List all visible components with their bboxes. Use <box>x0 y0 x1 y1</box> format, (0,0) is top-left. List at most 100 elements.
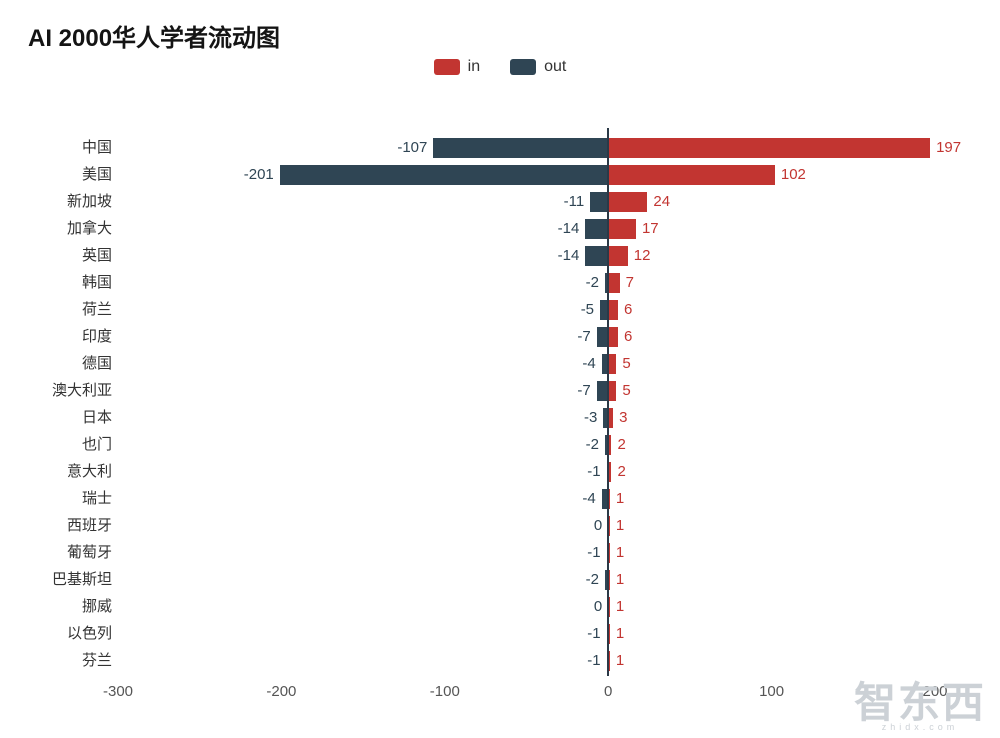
in-bar[interactable] <box>608 300 618 320</box>
out-value-label: -2 <box>585 436 599 453</box>
category-label: 德国 <box>81 355 112 372</box>
out-value-label: -1 <box>587 625 601 642</box>
page-title: AI 2000华人学者流动图 <box>28 25 281 52</box>
category-label: 葡萄牙 <box>66 544 112 561</box>
legend-item-in[interactable]: in <box>433 58 480 76</box>
in-value-label: 197 <box>936 139 962 156</box>
in-value-label: 7 <box>625 274 634 291</box>
category-label: 韩国 <box>81 274 112 291</box>
category-label: 新加坡 <box>66 193 112 210</box>
out-bar[interactable] <box>604 273 609 293</box>
out-value-label: -14 <box>557 247 580 264</box>
out-value-label: -4 <box>582 490 596 507</box>
category-label: 中国 <box>81 139 112 156</box>
in-value-label: 3 <box>619 409 628 426</box>
in-bar[interactable] <box>608 435 612 455</box>
x-axis-tick-label: -200 <box>266 683 297 700</box>
out-bar[interactable] <box>596 327 609 347</box>
out-value-label: -14 <box>557 220 580 237</box>
out-bar[interactable] <box>604 435 609 455</box>
out-value-label: -7 <box>577 328 591 345</box>
in-value-label: 1 <box>615 517 625 534</box>
in-value-label: 17 <box>641 220 659 237</box>
category-label: 瑞士 <box>81 490 112 507</box>
legend: in out <box>0 58 1000 76</box>
zero-axis-line <box>607 128 610 676</box>
out-value-label: -4 <box>582 355 596 372</box>
out-value-label: 0 <box>593 517 603 534</box>
x-axis-tick-label: -300 <box>102 683 134 700</box>
legend-swatch-in-icon <box>433 59 460 75</box>
category-label: 美国 <box>81 166 112 183</box>
in-value-label: 2 <box>617 463 626 480</box>
category-label: 日本 <box>81 409 112 426</box>
category-label: 西班牙 <box>66 517 112 534</box>
out-value-label: -1 <box>587 544 601 561</box>
category-label: 挪威 <box>81 598 112 615</box>
out-value-label: -1 <box>587 463 601 480</box>
category-label: 也门 <box>81 436 112 453</box>
out-bar[interactable] <box>601 489 609 509</box>
category-label: 荷兰 <box>81 301 112 318</box>
x-axis-tick-label: 0 <box>604 683 613 700</box>
legend-label-out: out <box>544 58 567 75</box>
legend-item-out[interactable]: out <box>510 58 566 76</box>
in-bar[interactable] <box>608 165 775 185</box>
category-label: 加拿大 <box>66 220 112 237</box>
out-bar[interactable] <box>601 354 609 374</box>
in-bar[interactable] <box>608 408 614 428</box>
out-bar[interactable] <box>585 219 609 239</box>
in-value-label: 5 <box>622 355 631 372</box>
in-value-label: 1 <box>615 625 625 642</box>
x-axis-tick-label: 100 <box>759 683 785 700</box>
out-value-label: -2 <box>585 274 599 291</box>
out-value-label: -1 <box>587 652 601 669</box>
watermark: 智东西 zhidx.com <box>853 679 986 733</box>
in-bar[interactable] <box>608 219 636 239</box>
in-bar[interactable] <box>608 462 612 482</box>
in-value-label: 24 <box>653 193 671 210</box>
in-bar[interactable] <box>608 192 648 212</box>
in-value-label: 102 <box>780 166 806 183</box>
in-bar[interactable] <box>608 354 617 374</box>
in-value-label: 12 <box>633 247 651 264</box>
x-axis-tick-label: -100 <box>429 683 460 700</box>
out-bar[interactable] <box>433 138 609 158</box>
x-axis-tick-label: 200 <box>922 683 948 700</box>
out-bar[interactable] <box>604 570 609 590</box>
out-bar[interactable] <box>596 381 609 401</box>
in-bar[interactable] <box>608 138 931 158</box>
category-label: 芬兰 <box>81 652 112 669</box>
out-value-label: -5 <box>580 301 595 318</box>
watermark-subtext: zhidx.com <box>881 722 959 732</box>
in-bar[interactable] <box>608 327 618 347</box>
category-label: 巴基斯坦 <box>51 571 112 588</box>
in-value-label: 1 <box>615 652 625 669</box>
in-value-label: 6 <box>624 328 633 345</box>
category-label: 英国 <box>81 247 112 264</box>
in-bar[interactable] <box>608 246 628 266</box>
out-bar[interactable] <box>590 192 609 212</box>
watermark-logo-text: 智东西 <box>853 679 986 726</box>
in-value-label: 2 <box>617 436 626 453</box>
out-bar[interactable] <box>279 165 609 185</box>
out-value-label: -107 <box>397 139 428 156</box>
in-bar[interactable] <box>608 273 620 293</box>
in-value-label: 1 <box>615 598 625 615</box>
in-value-label: 6 <box>624 301 633 318</box>
out-value-label: -7 <box>577 382 591 399</box>
legend-swatch-out-icon <box>510 59 537 75</box>
out-value-label: -201 <box>243 166 274 183</box>
in-value-label: 1 <box>615 544 625 561</box>
out-value-label: 0 <box>593 598 603 615</box>
out-value-label: -11 <box>563 193 585 210</box>
out-bar[interactable] <box>603 408 609 428</box>
category-label: 意大利 <box>66 463 112 480</box>
out-bar[interactable] <box>585 246 609 266</box>
out-bar[interactable] <box>600 300 609 320</box>
category-label: 印度 <box>81 328 112 345</box>
category-label: 以色列 <box>66 625 112 642</box>
in-bar[interactable] <box>608 381 617 401</box>
